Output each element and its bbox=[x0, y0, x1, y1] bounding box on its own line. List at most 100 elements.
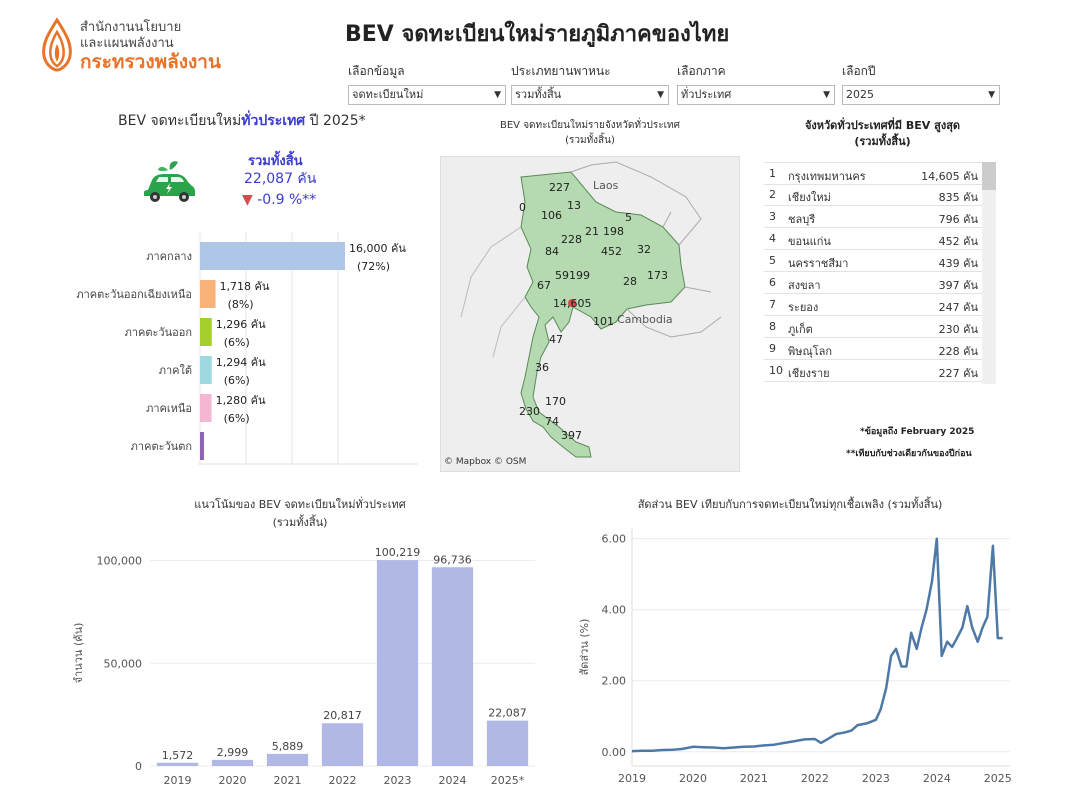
province-map[interactable]: 227 0 106 13 5 21 198 228 84 452 32 173 28 59 199 67 14,… bbox=[440, 156, 740, 472]
dropdown-arrow-icon: ▼ bbox=[988, 90, 995, 100]
region-bar[interactable] bbox=[200, 242, 345, 270]
kpi-change-value: -0.9 %** bbox=[257, 192, 317, 208]
province-value-label: 5 bbox=[625, 211, 632, 224]
x-tick-label: 2024 bbox=[439, 774, 467, 787]
trend-bar[interactable] bbox=[321, 723, 364, 766]
province-value-label: 13 bbox=[567, 199, 581, 212]
table-row[interactable]: 10 เชียงราย 227 คัน bbox=[764, 360, 982, 382]
province-value-label: 67 bbox=[537, 279, 551, 292]
kpi-title-highlight: ทั่วประเทศ bbox=[241, 113, 306, 129]
province-name: ภูเก็ต bbox=[788, 323, 813, 336]
trend-value-label: 100,219 bbox=[375, 546, 421, 559]
filter-vehicle-type: ประเภทยานพาหนะ รวมทั้งสิ้น ▼ bbox=[511, 62, 669, 105]
x-tick-label: 2022 bbox=[329, 774, 357, 787]
province-rank: 8 bbox=[769, 320, 776, 333]
province-value-label: 173 bbox=[647, 269, 668, 282]
region-bar[interactable] bbox=[200, 280, 216, 308]
region-pct-label: (6%) bbox=[224, 374, 250, 387]
trend-bar[interactable] bbox=[486, 720, 529, 766]
trend-bar[interactable] bbox=[431, 567, 474, 766]
filter-label: เลือกปี bbox=[842, 64, 876, 78]
region-value-label: 1,296 คัน bbox=[216, 318, 266, 331]
trend-subtitle: (รวมทั้งสิ้น) bbox=[272, 516, 328, 529]
province-name: ระยอง bbox=[788, 301, 819, 314]
region-bar[interactable] bbox=[200, 318, 212, 346]
province-value: 230 คัน bbox=[938, 323, 978, 336]
map-subtitle: (รวมทั้งสิ้น) bbox=[565, 135, 615, 146]
filter-label: ประเภทยานพาหนะ bbox=[511, 64, 611, 78]
province-value-label: 101 bbox=[593, 315, 614, 328]
place-label-cambodia: Cambodia bbox=[617, 313, 673, 326]
data-select[interactable]: จดทะเบียนใหม่ ▼ bbox=[348, 85, 506, 105]
top-provinces-title: จังหวัดทั่วประเทศที่มี BEV สูงสุด (รวมทั… bbox=[770, 118, 995, 150]
scrollbar-thumb[interactable] bbox=[982, 162, 996, 190]
x-tick-label: 2024 bbox=[923, 772, 951, 785]
y-tick-label: 2.00 bbox=[602, 675, 627, 688]
filter-year: เลือกปี 2025 ▼ bbox=[842, 62, 1000, 105]
x-tick-label: 2020 bbox=[219, 774, 247, 787]
thailand-shape bbox=[520, 171, 686, 458]
select-value: 2025 bbox=[846, 88, 874, 101]
org-line-1: สำนักงานนโยบาย bbox=[80, 20, 182, 35]
table-row[interactable]: 6 สงขลา 397 คัน bbox=[764, 272, 982, 294]
dropdown-arrow-icon: ▼ bbox=[823, 90, 830, 100]
trend-bar[interactable] bbox=[266, 753, 309, 766]
table-row[interactable]: 3 ชลบุรี 796 คัน bbox=[764, 206, 982, 228]
province-value: 14,605 คัน bbox=[921, 170, 978, 183]
top-title-text: จังหวัดทั่วประเทศที่มี BEV สูงสุด bbox=[804, 119, 961, 132]
x-tick-label: 2019 bbox=[618, 772, 646, 785]
x-tick-label: 2021 bbox=[740, 772, 768, 785]
region-label: ภาคเหนือ bbox=[146, 402, 192, 415]
province-value-label: 397 bbox=[561, 429, 582, 442]
trend-bar[interactable] bbox=[376, 560, 419, 766]
x-tick-label: 2025* bbox=[491, 774, 525, 787]
table-row[interactable]: 9 พิษณุโลก 228 คัน bbox=[764, 338, 982, 360]
x-tick-label: 2025 bbox=[984, 772, 1012, 785]
province-value: 247 คัน bbox=[938, 301, 978, 314]
kpi-total-label: รวมทั้งสิ้น bbox=[248, 154, 303, 169]
region-bar[interactable] bbox=[200, 432, 204, 460]
province-rank: 10 bbox=[769, 364, 783, 377]
year-select[interactable]: 2025 ▼ bbox=[842, 85, 1000, 105]
province-value-label: 106 bbox=[541, 209, 562, 222]
province-value-label: 198 bbox=[603, 225, 624, 238]
province-value: 796 คัน bbox=[938, 213, 978, 226]
region-bars-svg: ภาคกลาง 16,000 คัน (72%) ภาคตะวันออกเฉียงเห… bbox=[76, 232, 418, 465]
province-value: 228 คัน bbox=[938, 345, 978, 358]
table-row[interactable]: 5 นครราชสีมา 439 คัน bbox=[764, 250, 982, 272]
y-tick-label: 0.00 bbox=[602, 746, 627, 759]
table-row[interactable]: 8 ภูเก็ต 230 คัน bbox=[764, 316, 982, 338]
trend-bar[interactable] bbox=[156, 762, 199, 766]
province-value-label: 0 bbox=[519, 201, 526, 214]
kpi-title-suffix: ปี 2025* bbox=[305, 113, 366, 129]
map-title-text: BEV จดทะเบียนใหม่รายจังหวัดทั่วประเทศ bbox=[500, 120, 680, 131]
table-row[interactable]: 7 ระยอง 247 คัน bbox=[764, 294, 982, 316]
province-value-label: 199 bbox=[569, 269, 590, 282]
province-rank: 1 bbox=[769, 167, 776, 180]
x-tick-label: 2020 bbox=[679, 772, 707, 785]
share-series-line[interactable] bbox=[631, 537, 1003, 753]
table-scrollbar[interactable] bbox=[982, 162, 996, 384]
province-rank: 6 bbox=[769, 276, 776, 289]
y-tick-label: 6.00 bbox=[602, 533, 627, 546]
vehicle-type-select[interactable]: รวมทั้งสิ้น ▼ bbox=[511, 85, 669, 105]
table-row[interactable]: 4 ขอนแก่น 452 คัน bbox=[764, 228, 982, 250]
province-value-label: 230 bbox=[519, 405, 540, 418]
filter-data: เลือกข้อมูล จดทะเบียนใหม่ ▼ bbox=[348, 62, 506, 105]
filter-label: เลือกภาค bbox=[677, 64, 726, 78]
table-row[interactable]: 2 เชียงใหม่ 835 คัน bbox=[764, 184, 982, 206]
electric-car-icon bbox=[140, 158, 198, 208]
province-value: 227 คัน bbox=[938, 367, 978, 380]
province-value-label: 28 bbox=[623, 275, 637, 288]
trend-bar[interactable] bbox=[211, 759, 254, 766]
province-value: 439 คัน bbox=[938, 257, 978, 270]
province-name: เชียงราย bbox=[788, 367, 830, 380]
province-rank: 5 bbox=[769, 254, 776, 267]
province-value-label: 170 bbox=[545, 395, 566, 408]
region-bar[interactable] bbox=[200, 394, 212, 422]
table-row[interactable]: 1 กรุงเทพมหานคร 14,605 คัน bbox=[764, 162, 982, 185]
x-tick-label: 2023 bbox=[862, 772, 890, 785]
region-bar[interactable] bbox=[200, 356, 212, 384]
trend-value-label: 2,999 bbox=[217, 746, 249, 759]
region-select[interactable]: ทั่วประเทศ ▼ bbox=[677, 85, 835, 105]
